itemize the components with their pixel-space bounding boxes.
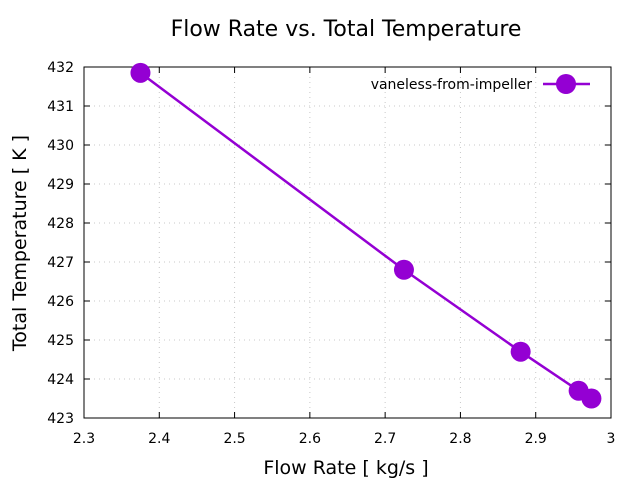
y-tick-label: 429 bbox=[47, 177, 74, 193]
legend-marker bbox=[556, 74, 576, 94]
y-tick-label: 432 bbox=[47, 60, 74, 76]
y-tick-label: 423 bbox=[47, 411, 74, 427]
chart-title: Flow Rate vs. Total Temperature bbox=[171, 17, 522, 42]
x-axis-label: Flow Rate [ kg/s ] bbox=[263, 457, 428, 479]
y-tick-label: 426 bbox=[47, 294, 74, 310]
data-point bbox=[581, 388, 602, 409]
y-tick-label: 425 bbox=[47, 333, 74, 349]
x-tick-label: 3 bbox=[607, 431, 616, 447]
axis-ticks: 2.3 2.4 2.5 2.6 2.7 2.8 2.9 3 423 424 425 426 427 428… bbox=[47, 60, 615, 447]
legend-label: vaneless-from-impeller bbox=[371, 77, 533, 93]
y-tick-label: 428 bbox=[47, 216, 74, 232]
y-tick-label: 431 bbox=[47, 99, 74, 115]
data-point bbox=[393, 259, 414, 280]
x-tick-label: 2.5 bbox=[223, 431, 245, 447]
x-tick-label: 2.8 bbox=[449, 431, 471, 447]
x-tick-label: 2.6 bbox=[299, 431, 321, 447]
series-layer bbox=[130, 62, 602, 409]
data-point bbox=[510, 341, 531, 362]
y-tick-label: 427 bbox=[47, 255, 74, 271]
x-tick-label: 2.9 bbox=[525, 431, 547, 447]
y-tick-label: 430 bbox=[47, 138, 74, 154]
data-point bbox=[130, 62, 151, 83]
x-tick-label: 2.4 bbox=[148, 431, 170, 447]
grid bbox=[84, 67, 611, 418]
plot-frame bbox=[83, 66, 612, 419]
legend: vaneless-from-impeller bbox=[371, 74, 590, 94]
x-tick-label: 2.7 bbox=[374, 431, 396, 447]
x-tick-label: 2.3 bbox=[73, 431, 95, 447]
y-axis-label: Total Temperature [ K ] bbox=[9, 135, 31, 352]
y-tick-label: 424 bbox=[47, 372, 74, 388]
